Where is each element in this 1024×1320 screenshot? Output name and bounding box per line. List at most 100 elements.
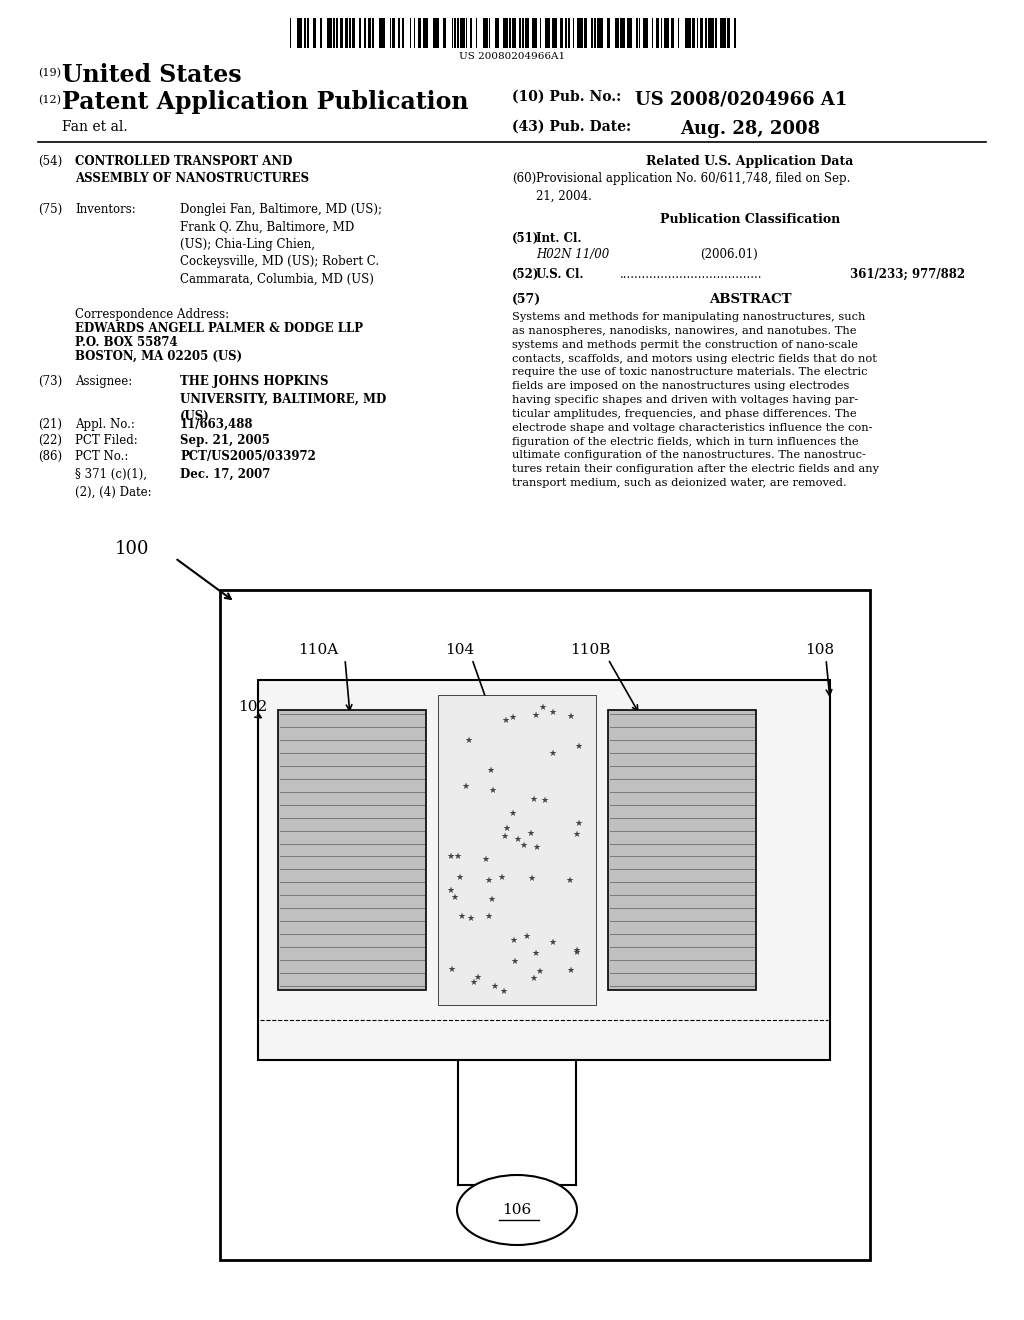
Text: ★: ★: [529, 974, 538, 983]
Text: Provisional application No. 60/611,748, filed on Sep.
21, 2004.: Provisional application No. 60/611,748, …: [536, 172, 850, 202]
Text: § 371 (c)(1),
(2), (4) Date:: § 371 (c)(1), (2), (4) Date:: [75, 469, 152, 499]
Bar: [560, 18, 562, 48]
Text: Assignee:: Assignee:: [75, 375, 132, 388]
Text: ★: ★: [574, 742, 583, 751]
Text: PCT/US2005/033972: PCT/US2005/033972: [180, 450, 315, 463]
Text: Fan et al.: Fan et al.: [62, 120, 128, 135]
Text: (75): (75): [38, 203, 62, 216]
Bar: [423, 18, 428, 48]
Bar: [398, 18, 399, 48]
Bar: [597, 18, 603, 48]
Ellipse shape: [457, 1175, 577, 1245]
Bar: [414, 18, 416, 48]
Text: ★: ★: [509, 936, 517, 945]
Bar: [699, 18, 702, 48]
Bar: [664, 18, 670, 48]
Bar: [313, 18, 316, 48]
Text: ★: ★: [549, 748, 557, 758]
Text: (43) Pub. Date:: (43) Pub. Date:: [512, 120, 631, 135]
Bar: [504, 18, 508, 48]
Bar: [307, 18, 309, 48]
Bar: [546, 18, 550, 48]
Text: ★: ★: [467, 915, 475, 923]
Text: ★: ★: [487, 895, 496, 903]
Bar: [345, 18, 348, 48]
Text: (10) Pub. No.:: (10) Pub. No.:: [512, 90, 622, 104]
Text: (73): (73): [38, 375, 62, 388]
Bar: [341, 18, 343, 48]
Text: ★: ★: [474, 973, 482, 982]
Text: ★: ★: [510, 957, 518, 966]
Bar: [671, 18, 674, 48]
Text: ★: ★: [464, 735, 472, 744]
Text: 100: 100: [115, 540, 150, 558]
Text: Dec. 17, 2007: Dec. 17, 2007: [180, 469, 270, 480]
Text: ★: ★: [529, 795, 537, 804]
Text: Aug. 28, 2008: Aug. 28, 2008: [680, 120, 820, 139]
Bar: [321, 18, 322, 48]
Bar: [364, 18, 367, 48]
Bar: [572, 18, 574, 48]
Text: ★: ★: [526, 829, 535, 838]
Bar: [643, 18, 648, 48]
Text: ★: ★: [484, 912, 493, 921]
Bar: [577, 18, 583, 48]
Bar: [410, 18, 412, 48]
Bar: [258, 680, 830, 1060]
Text: ★: ★: [539, 704, 547, 713]
Text: ★: ★: [508, 713, 516, 722]
Bar: [290, 18, 292, 48]
Text: ★: ★: [486, 766, 495, 775]
Bar: [532, 18, 537, 48]
Text: (12): (12): [38, 95, 61, 106]
Bar: [278, 710, 426, 990]
Bar: [608, 710, 756, 990]
Bar: [455, 18, 456, 48]
Text: ★: ★: [520, 841, 528, 850]
Text: (51): (51): [512, 232, 540, 246]
Text: Inventors:: Inventors:: [75, 203, 136, 216]
Bar: [727, 18, 730, 48]
Bar: [380, 18, 385, 48]
Text: ★: ★: [566, 966, 574, 974]
Text: ★: ★: [454, 853, 462, 861]
Text: Sep. 21, 2005: Sep. 21, 2005: [180, 434, 270, 447]
Text: 104: 104: [445, 643, 475, 657]
Text: BOSTON, MA 02205 (US): BOSTON, MA 02205 (US): [75, 350, 242, 363]
Text: 102: 102: [238, 700, 267, 714]
Bar: [553, 18, 557, 48]
Text: ★: ★: [484, 876, 493, 884]
Text: ★: ★: [531, 949, 540, 958]
Bar: [607, 18, 610, 48]
Bar: [359, 18, 360, 48]
Text: US 20080204966A1: US 20080204966A1: [459, 51, 565, 61]
Bar: [460, 18, 465, 48]
Text: ★: ★: [498, 873, 506, 882]
Text: ★: ★: [572, 948, 581, 957]
Bar: [706, 18, 707, 48]
Text: ★: ★: [456, 873, 464, 882]
Bar: [696, 18, 698, 48]
Bar: [489, 18, 490, 48]
Bar: [304, 18, 306, 48]
Text: ★: ★: [572, 946, 581, 956]
Text: ★: ★: [566, 711, 574, 721]
Text: ★: ★: [536, 966, 544, 975]
Text: ABSTRACT: ABSTRACT: [709, 293, 792, 306]
Text: ★: ★: [501, 832, 509, 841]
Text: (60): (60): [512, 172, 537, 185]
Text: (86): (86): [38, 450, 62, 463]
Text: ★: ★: [446, 886, 455, 895]
Text: Correspondence Address:: Correspondence Address:: [75, 308, 229, 321]
Text: (52): (52): [512, 268, 540, 281]
Text: 106: 106: [503, 1203, 531, 1217]
Bar: [328, 18, 332, 48]
Text: Donglei Fan, Baltimore, MD (US);
Frank Q. Zhu, Baltimore, MD
(US); Chia-Ling Chi: Donglei Fan, Baltimore, MD (US); Frank Q…: [180, 203, 382, 286]
Bar: [419, 18, 421, 48]
Bar: [438, 696, 596, 1005]
Bar: [466, 18, 467, 48]
Bar: [709, 18, 714, 48]
Text: 11/663,488: 11/663,488: [180, 418, 254, 432]
Bar: [716, 18, 717, 48]
Text: US 2008/0204966 A1: US 2008/0204966 A1: [635, 90, 848, 108]
